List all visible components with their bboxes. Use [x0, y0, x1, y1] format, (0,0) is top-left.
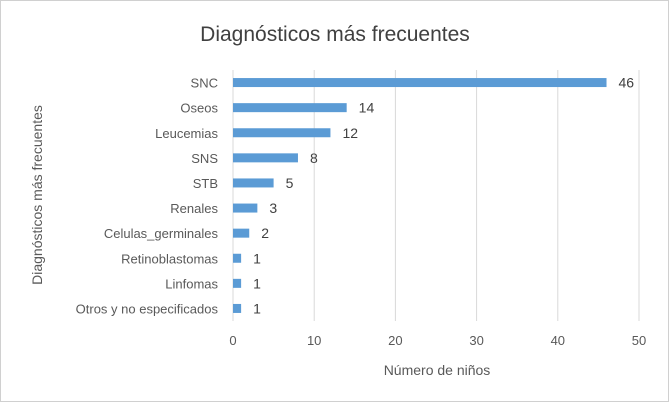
x-tick-label: 20: [388, 333, 402, 348]
x-tick-label: 0: [229, 333, 236, 348]
data-label: 1: [253, 300, 261, 316]
bar: [233, 78, 607, 88]
x-tick-labels: 0 10 20 30 40 50: [229, 333, 646, 348]
category-label: Leucemias: [155, 126, 218, 141]
bars: [233, 78, 607, 313]
chart-title: Diagnósticos más frecuentes: [200, 23, 470, 46]
data-label: 14: [359, 100, 375, 116]
data-label: 3: [269, 200, 277, 216]
bar: [233, 278, 242, 288]
category-label: Oseos: [180, 101, 218, 116]
x-tick-label: 50: [632, 333, 646, 348]
x-tick-label: 40: [551, 333, 565, 348]
bar: [233, 153, 298, 163]
bar: [233, 178, 274, 188]
data-label: 1: [253, 275, 261, 291]
category-label: Linfomas: [165, 276, 218, 291]
category-label: STB: [193, 176, 218, 191]
bar: [233, 253, 242, 263]
bar: [233, 303, 242, 313]
data-label: 8: [310, 150, 318, 166]
category-label: Retinoblastomas: [121, 251, 218, 266]
bar: [233, 203, 258, 213]
x-axis-label: Número de niños: [384, 362, 491, 378]
y-axis-label: Diagnósticos más frecuentes: [29, 105, 45, 285]
category-label: SNC: [191, 76, 218, 91]
bar: [233, 228, 250, 238]
category-label: Renales: [170, 201, 218, 216]
category-labels: SNC Oseos Leucemias SNS STB Renales Celulas_ge…: [76, 76, 219, 317]
data-label: 1: [253, 250, 261, 266]
data-label: 46: [619, 75, 635, 91]
category-label: SNS: [191, 151, 218, 166]
bar: [233, 103, 347, 113]
data-label: 5: [286, 175, 294, 191]
bar: [233, 128, 331, 138]
category-label: Celulas_germinales: [104, 226, 219, 241]
x-tick-label: 30: [469, 333, 483, 348]
data-label: 2: [261, 225, 269, 241]
data-label: 12: [342, 125, 358, 141]
category-label: Otros y no especificados: [76, 301, 219, 316]
x-tick-label: 10: [307, 333, 321, 348]
